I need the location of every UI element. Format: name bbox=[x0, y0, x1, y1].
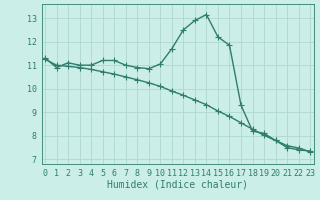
X-axis label: Humidex (Indice chaleur): Humidex (Indice chaleur) bbox=[107, 179, 248, 189]
